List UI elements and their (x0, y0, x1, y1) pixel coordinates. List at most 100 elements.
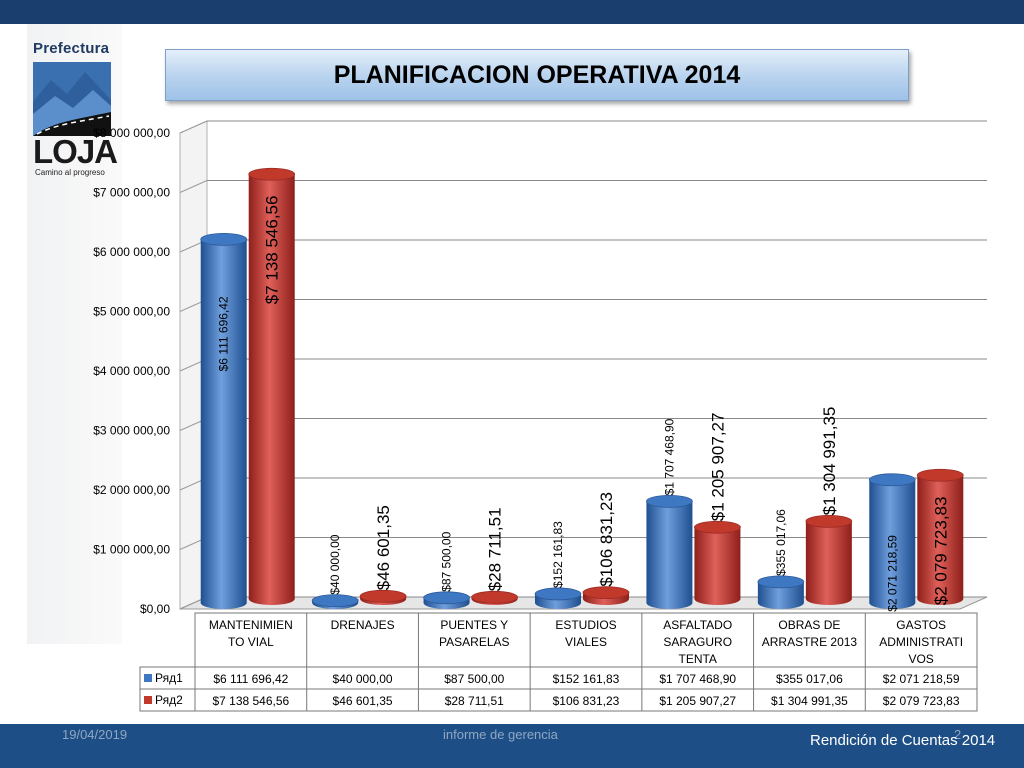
y-tick-label: $6 000 000,00 (93, 245, 170, 259)
bar-series1: $6 111 696,42 (200, 232, 248, 609)
table-cell: $2 079 723,83 (883, 694, 960, 708)
data-table: MANTENIMIEN TO VIAL DRENAJES PUENTES Y PASAR… (139, 612, 978, 712)
y-tick-label: $8 000 000,00 (93, 126, 170, 140)
table-cell: $6 111 696,42 (213, 672, 288, 686)
y-tick-label: $1 000 000,00 (93, 543, 170, 557)
bar-base (694, 593, 741, 605)
bar-base (646, 597, 693, 609)
gridline-slant (179, 120, 208, 134)
top-bar (0, 0, 1024, 24)
bar-top (311, 594, 359, 608)
data-label: $1 707 468,90 (662, 418, 676, 495)
logo-tagline: Camino al progreso (35, 168, 105, 177)
table-cell: $28 711,51 (445, 694, 504, 708)
bar-base (757, 597, 804, 609)
data-label: $2 079 723,83 (931, 497, 950, 606)
bar-top (423, 591, 470, 605)
data-label: $1 205 907,27 (708, 413, 727, 522)
title-box: PLANIFICACION OPERATIVA 2014 (165, 49, 909, 101)
bar-series1: $152 161,83 (534, 521, 582, 609)
category-label: VOS (908, 652, 933, 666)
data-label: $46 601,35 (374, 505, 393, 590)
legend-key (144, 696, 152, 704)
prefectura-logo: Prefectura LOJA Camino al progreso (33, 40, 118, 180)
table-cell: $355 017,06 (776, 672, 843, 686)
bar-series2: $106 831,23 (582, 492, 630, 605)
bar-series2: $28 711,51 (471, 507, 518, 605)
bar-base (869, 597, 916, 609)
bar-top (471, 590, 518, 604)
table-cell: $152 161,83 (553, 672, 620, 686)
bar-series2: $2 079 723,83 (916, 468, 964, 606)
logo-name: LOJA (33, 133, 118, 170)
data-label: $87 500,00 (440, 531, 454, 591)
category-label: ASFALTADO (663, 618, 732, 632)
category-label: GASTOS (896, 618, 946, 632)
bar-series1: $1 707 468,90 (646, 418, 693, 609)
category-label: ADMINISTRATI (879, 635, 963, 649)
data-label: $6 111 696,42 (217, 296, 231, 371)
y-tick-label: $3 000 000,00 (93, 424, 170, 438)
bar-series2: $46 601,35 (359, 505, 407, 605)
data-label: $7 138 546,56 (263, 196, 282, 305)
page-title: PLANIFICACION OPERATIVA 2014 (333, 60, 741, 89)
footer-date: 19/04/2019 (62, 727, 128, 742)
category-label: DRENAJES (331, 618, 395, 632)
bar-top (534, 587, 582, 601)
mountain-road-icon (33, 62, 111, 136)
category-label: PUENTES Y (440, 618, 508, 632)
data-label: $152 161,83 (551, 521, 565, 588)
category-label: PASARELAS (439, 635, 509, 649)
bar-series2: $7 138 546,56 (248, 167, 296, 605)
table-cell: $106 831,23 (553, 694, 620, 708)
category-label: VIALES (565, 635, 607, 649)
bar-top (916, 468, 964, 482)
category-label: ESTUDIOS (555, 618, 616, 632)
bar-top (248, 167, 296, 181)
footer-page-number: 2 (954, 727, 962, 742)
y-tick-label: $5 000 000,00 (93, 305, 170, 319)
category-label: TENTA (678, 652, 716, 666)
data-label: $355 017,06 (774, 509, 788, 576)
legend-label: Ряд1 (155, 671, 183, 685)
bar-top (694, 520, 741, 534)
data-label: $1 304 991,35 (820, 407, 839, 516)
bar-base (535, 597, 581, 609)
bar-base (917, 593, 964, 605)
bar-top (200, 232, 248, 246)
bar-body (248, 174, 295, 600)
data-label: $106 831,23 (597, 492, 616, 587)
bar-top (582, 586, 630, 600)
bar-series2: $1 205 907,27 (694, 413, 741, 605)
bar-top (805, 514, 853, 528)
footer-center-text: informe de gerencia (443, 727, 558, 742)
bar-top (359, 589, 407, 603)
data-label: $2 071 218,59 (885, 535, 899, 612)
table-cell: $40 000,00 (333, 672, 393, 686)
table-cell: $1 304 991,35 (771, 694, 848, 708)
bar-base (200, 597, 247, 609)
bar-series2: $1 304 991,35 (805, 407, 853, 605)
category-label: TO VIAL (228, 635, 274, 649)
footer-brand: Rendición de Cuentas 2014 (810, 732, 996, 749)
bar-top (757, 575, 805, 589)
y-tick-label: $7 000 000,00 (93, 186, 170, 200)
bar-base (248, 593, 295, 605)
legend-key (144, 674, 152, 682)
data-label: $28 711,51 (486, 507, 505, 591)
y-tick-label: $4 000 000,00 (93, 364, 170, 378)
category-label: OBRAS DE (778, 618, 840, 632)
bar-series1: $87 500,00 (423, 531, 470, 609)
table-cell: $46 601,35 (333, 694, 393, 708)
bar-series1: $355 017,06 (757, 509, 805, 609)
footer-bar (0, 724, 1024, 768)
table-cell: $1 205 907,27 (659, 694, 736, 708)
table-cell: $1 707 468,90 (659, 672, 736, 686)
data-label: $40 000,00 (328, 534, 342, 594)
table-cell: $2 071 218,59 (883, 672, 960, 686)
y-tick-label: $0,00 (140, 602, 170, 616)
category-label: ARRASTRE 2013 (762, 635, 858, 649)
y-tick-label: $2 000 000,00 (93, 483, 170, 497)
bar-body (917, 475, 964, 599)
